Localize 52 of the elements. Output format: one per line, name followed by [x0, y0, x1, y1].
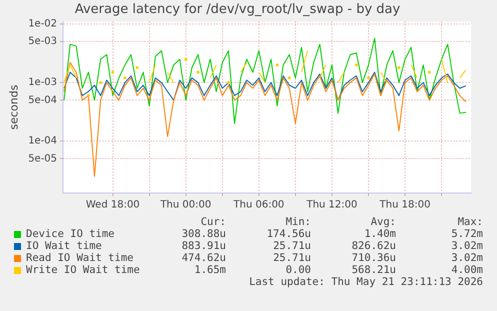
text: 1.40m [364, 228, 396, 240]
point [428, 70, 431, 74]
text: 1.65m [194, 264, 226, 276]
point [99, 81, 102, 84]
point [354, 63, 358, 66]
text: 0.00 [286, 264, 311, 276]
x-tick-label: Wed 18:00 [86, 200, 140, 211]
point [184, 58, 188, 61]
text: 25.71u [273, 240, 311, 252]
text: Last update: Thu May 21 23:11:13 2026 [249, 276, 483, 288]
text: Cur: [200, 216, 226, 228]
text: 4.00m [451, 264, 483, 276]
point [276, 63, 279, 66]
text: Min: [286, 216, 311, 228]
text: 568.21u [352, 264, 396, 276]
text: 474.62u [182, 252, 226, 264]
text: 5.72m [451, 228, 483, 240]
y-tick-label: 5e-05 [28, 153, 58, 164]
text: 710.36u [352, 252, 396, 264]
chart-title: Average latency for /dev/vg_root/lv_swap - by day [74, 2, 400, 18]
y-tick-label: 1e-04 [28, 136, 58, 147]
y-tick-label: 1e-03 [28, 77, 58, 88]
point [397, 66, 400, 70]
legend-label: Write IO Wait time [26, 264, 140, 276]
y-tick-label: 1e-02 [28, 18, 58, 30]
x-tick-label: Thu 12:00 [306, 200, 358, 211]
x-tick-label: Thu 00:00 [159, 200, 212, 211]
point [226, 81, 230, 84]
x-tick-label: Thu 06:00 [232, 200, 284, 211]
point [111, 70, 114, 74]
text: Max: [458, 216, 483, 228]
text: 174.56u [266, 228, 311, 240]
point [196, 70, 200, 74]
point [288, 76, 291, 80]
point [136, 66, 139, 70]
y-axis-title: seconds [7, 84, 20, 130]
text: 308.88u [182, 228, 226, 240]
y-tick-label: 5e-03 [28, 36, 58, 48]
y-tick-label: 5e-04 [28, 94, 58, 106]
text: 3.02m [451, 240, 483, 252]
point [86, 94, 90, 98]
legend-label: Device IO time [26, 228, 115, 240]
legend-label: IO Wait time [26, 240, 102, 252]
legend-label: Read IO Wait time [26, 252, 134, 264]
point [367, 76, 370, 80]
text: 883.91u [182, 240, 226, 252]
x-tick-label: Thu 18:00 [378, 200, 430, 211]
text: Avg: [370, 216, 396, 228]
text: 3.02m [451, 252, 483, 264]
point [123, 76, 126, 80]
text: 826.62u [352, 240, 396, 252]
text: 25.71u [273, 252, 311, 264]
